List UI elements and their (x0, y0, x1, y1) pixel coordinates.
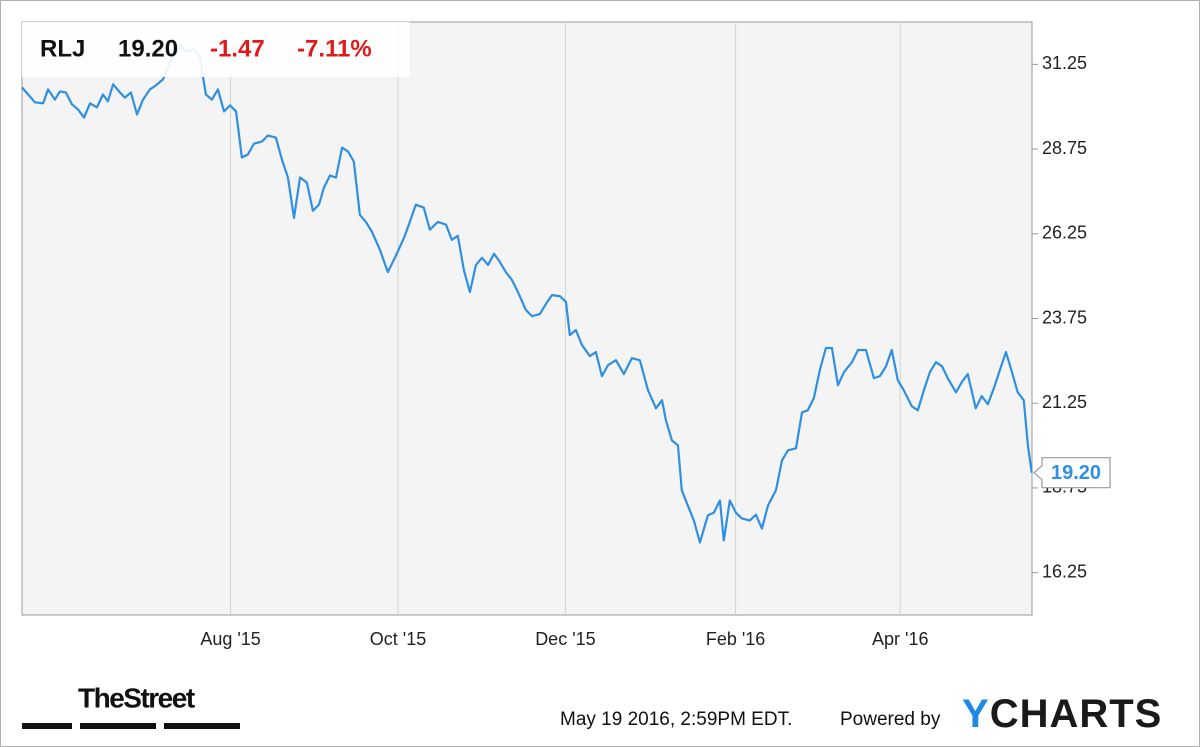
x-tick-label: Oct '15 (370, 629, 426, 649)
x-tick-label: Aug '15 (200, 629, 261, 649)
change: -1.47 (210, 35, 265, 62)
x-tick-label: Dec '15 (535, 629, 595, 649)
last-value-label: 19.20 (1051, 462, 1101, 484)
last-value-box (1033, 457, 1111, 489)
powered-by: Powered by (840, 709, 941, 730)
y-tick-label: 16.25 (1042, 561, 1087, 581)
y-tick-label: 26.25 (1042, 223, 1087, 243)
x-tick-label: Apr '16 (872, 629, 928, 649)
price: 19.20 (118, 35, 178, 62)
header-box (22, 22, 410, 77)
brand: YCHARTS (962, 692, 1163, 736)
logo-bar (164, 723, 240, 729)
symbol: RLJ (40, 35, 85, 62)
source-logo: TheStreet (78, 682, 195, 713)
timestamp: May 19 2016, 2:59PM EDT. (560, 709, 792, 730)
change-pct: -7.11% (297, 35, 372, 62)
y-tick-label: 21.25 (1042, 392, 1087, 412)
y-tick-label: 28.75 (1042, 138, 1087, 158)
y-tick-label: 31.25 (1042, 53, 1087, 73)
y-tick-label: 23.75 (1042, 307, 1087, 327)
x-tick-label: Feb '16 (706, 629, 765, 649)
plot-area (21, 21, 1033, 616)
logo-bar (80, 723, 156, 729)
logo-bar (22, 723, 72, 729)
